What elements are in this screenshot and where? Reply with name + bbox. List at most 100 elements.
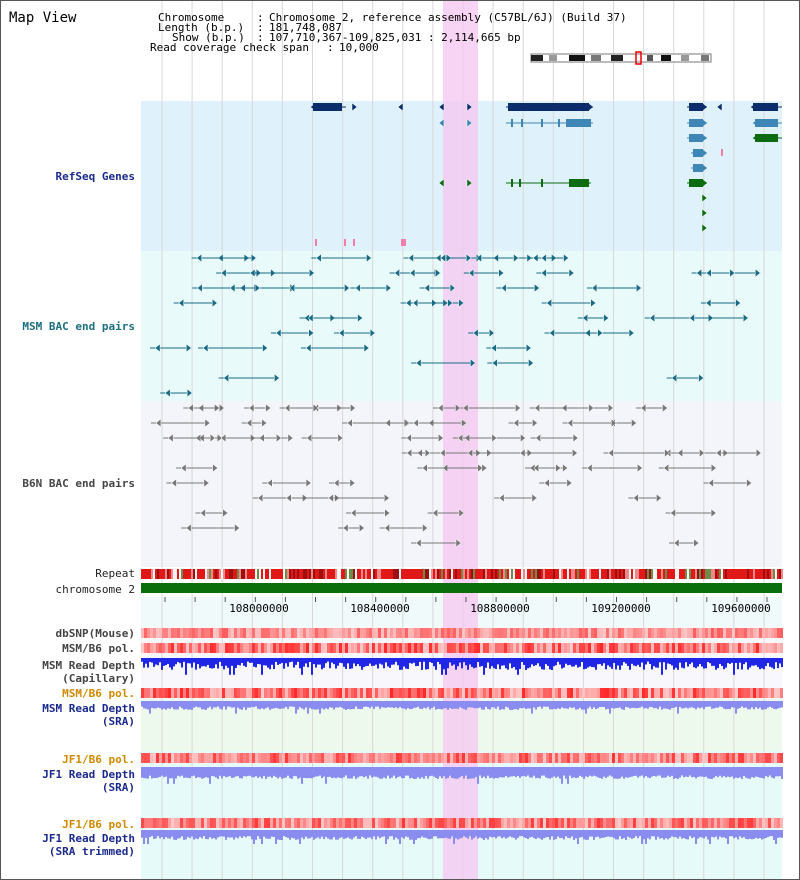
repeat-mark	[589, 569, 591, 579]
length-sep: :	[257, 21, 264, 34]
polymorphism-cell	[504, 628, 507, 638]
depth-bar	[189, 701, 191, 710]
depth-bar	[217, 701, 219, 707]
polymorphism-cell	[627, 818, 630, 828]
polymorphism-cell	[453, 643, 456, 653]
polymorphism-cell	[240, 818, 243, 828]
polymorphism-cell	[240, 753, 243, 763]
polymorphism-cell	[387, 818, 390, 828]
depth-bar	[181, 767, 183, 776]
depth-bar	[485, 701, 487, 707]
polymorphism-cell	[276, 628, 279, 638]
depth-bar	[299, 658, 301, 669]
depth-bar	[389, 767, 391, 779]
polymorphism-cell	[465, 753, 468, 763]
polymorphism-cell	[642, 688, 645, 698]
feature-arrow	[406, 448, 413, 458]
polymorphism-cell	[441, 753, 444, 763]
repeat-mark	[389, 569, 391, 579]
depth-bar	[733, 830, 735, 839]
polymorphism-cell	[315, 643, 318, 653]
gene-block	[313, 103, 342, 111]
depth-bar	[375, 658, 377, 665]
polymorphism-cell	[567, 628, 570, 638]
repeat-mark	[325, 569, 327, 579]
depth-bar	[617, 830, 619, 840]
polymorphism-cell	[411, 753, 414, 763]
repeat-mark	[433, 569, 435, 579]
depth-bar	[601, 658, 603, 666]
repeat-mark	[469, 569, 471, 579]
feature-arrow	[408, 253, 414, 263]
polymorphism-cell	[771, 818, 774, 828]
depth-bar	[323, 658, 325, 668]
depth-bar	[621, 767, 623, 777]
polymorphism-cell	[552, 688, 555, 698]
polymorphism-cell	[393, 753, 396, 763]
polymorphism-cell	[297, 628, 300, 638]
ideogram-band	[647, 55, 653, 61]
depth-bar	[555, 701, 557, 710]
repeat-mark	[663, 569, 665, 579]
depth-bar	[479, 767, 481, 776]
repeat-mark	[427, 569, 429, 579]
depth-bar	[693, 701, 695, 708]
feature-arrow	[603, 313, 610, 323]
depth-bar	[735, 767, 737, 778]
depth-bar	[779, 701, 781, 708]
depth-bar	[737, 701, 739, 709]
depth-bar	[581, 830, 583, 838]
repeat-mark	[213, 569, 215, 579]
depth-bar	[627, 658, 629, 667]
polymorphism-cell	[510, 753, 513, 763]
polymorphism-cell	[165, 818, 168, 828]
depth-bar	[361, 701, 363, 709]
depth-bar	[513, 830, 515, 838]
depth-bar	[283, 658, 285, 669]
depth-bar	[293, 701, 295, 707]
repeat-mark	[755, 569, 757, 579]
polymorphism-cell	[255, 818, 258, 828]
polymorphism-cell	[306, 628, 309, 638]
depth-bar	[739, 767, 741, 778]
polymorphism-cell	[348, 643, 351, 653]
depth-bar	[767, 701, 769, 708]
polymorphism-cell	[699, 818, 702, 828]
polymorphism-cell	[462, 628, 465, 638]
polymorphism-cell	[498, 643, 501, 653]
polymorphism-cell	[222, 688, 225, 698]
feature-arrow	[438, 178, 445, 188]
polymorphism-cell	[423, 643, 426, 653]
depth-bar	[315, 830, 317, 839]
depth-bar	[575, 767, 577, 779]
depth-bar	[699, 830, 701, 838]
depth-bar	[653, 658, 655, 667]
feature-arrow	[167, 433, 174, 443]
polymorphism-cell	[456, 643, 459, 653]
feature-arrow	[447, 298, 454, 308]
depth-bar	[681, 830, 683, 839]
feature-arrow	[735, 298, 741, 308]
depth-bar	[641, 767, 643, 776]
polymorphism-cell	[540, 688, 543, 698]
polymorphism-cell	[564, 643, 567, 653]
depth-bar	[329, 701, 331, 708]
polymorphism-cell	[390, 643, 393, 653]
polymorphism-cell	[384, 643, 387, 653]
depth-bar	[425, 658, 427, 670]
polymorphism-cell	[633, 753, 636, 763]
polymorphism-cell	[639, 688, 642, 698]
polymorphism-cell	[630, 628, 633, 638]
depth-bar	[343, 658, 345, 667]
depth-bar	[351, 701, 353, 710]
polymorphism-cell	[288, 818, 291, 828]
depth-bar	[721, 830, 723, 838]
polymorphism-cell	[675, 818, 678, 828]
depth-bar	[649, 701, 651, 707]
depth-bar	[703, 658, 705, 669]
feature-arrow	[466, 118, 473, 128]
repeat-mark	[321, 569, 323, 579]
polymorphism-cell	[150, 643, 153, 653]
repeat-mark	[691, 569, 693, 579]
